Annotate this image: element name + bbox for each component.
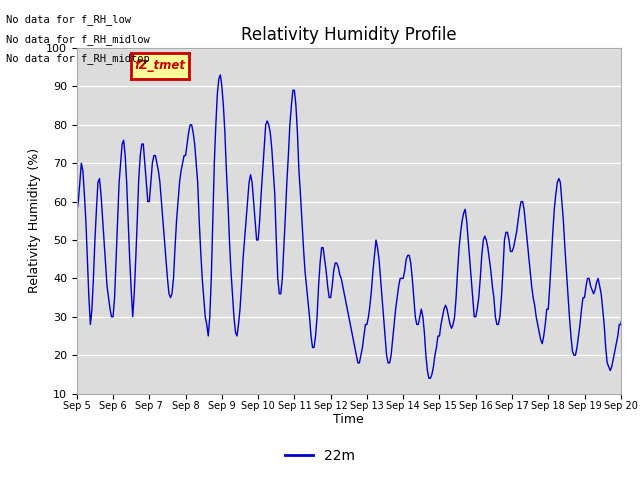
Text: No data for f_RH_low: No data for f_RH_low xyxy=(6,14,131,25)
Title: Relativity Humidity Profile: Relativity Humidity Profile xyxy=(241,25,456,44)
Text: fZ_tmet: fZ_tmet xyxy=(134,60,186,72)
Y-axis label: Relativity Humidity (%): Relativity Humidity (%) xyxy=(28,148,40,293)
Legend: 22m: 22m xyxy=(280,443,360,468)
Text: No data for f_RH_midtop: No data for f_RH_midtop xyxy=(6,53,150,64)
X-axis label: Time: Time xyxy=(333,413,364,426)
Text: No data for f_RH_midlow: No data for f_RH_midlow xyxy=(6,34,150,45)
